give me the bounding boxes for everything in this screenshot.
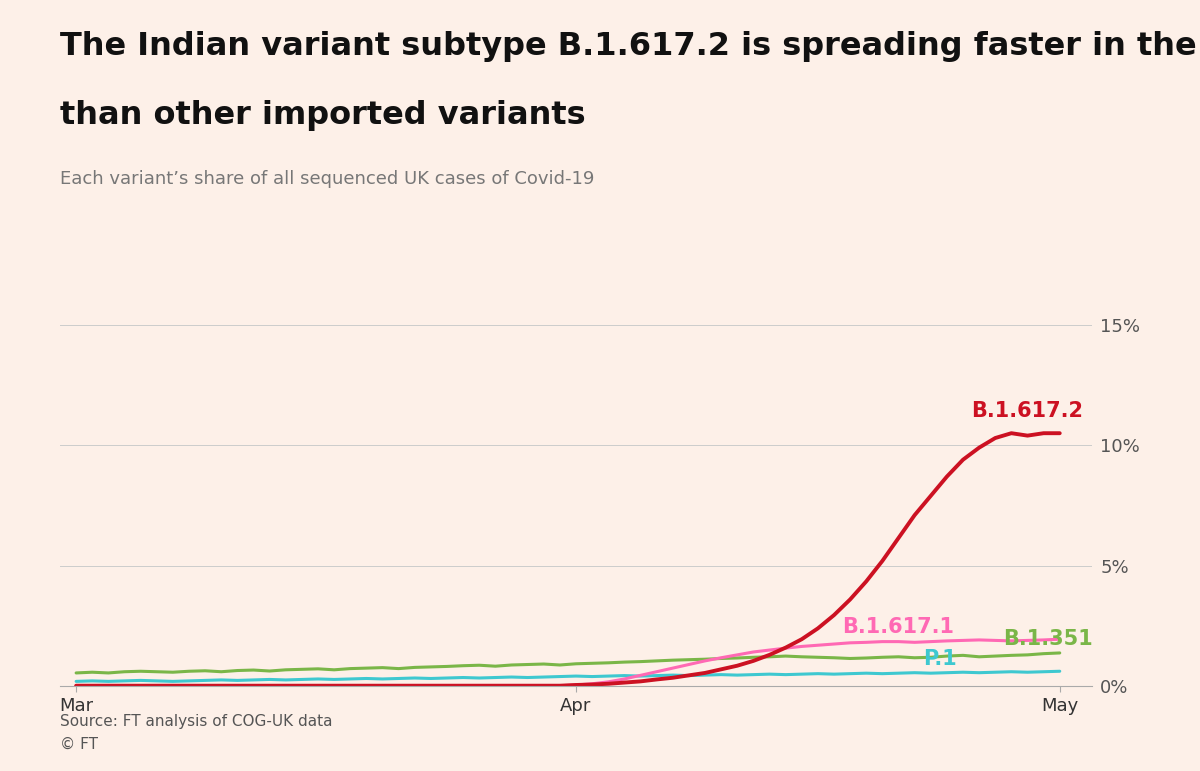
Text: P.1: P.1 xyxy=(923,649,956,668)
Text: Source: FT analysis of COG-UK data: Source: FT analysis of COG-UK data xyxy=(60,714,332,729)
Text: B.1.617.2: B.1.617.2 xyxy=(971,401,1084,421)
Text: than other imported variants: than other imported variants xyxy=(60,100,586,131)
Text: The Indian variant subtype B.1.617.2 is spreading faster in the UK: The Indian variant subtype B.1.617.2 is … xyxy=(60,31,1200,62)
Text: © FT: © FT xyxy=(60,737,98,752)
Text: B.1.351: B.1.351 xyxy=(1003,629,1093,649)
Text: Each variant’s share of all sequenced UK cases of Covid-19: Each variant’s share of all sequenced UK… xyxy=(60,170,594,187)
Text: B.1.617.1: B.1.617.1 xyxy=(842,617,954,637)
